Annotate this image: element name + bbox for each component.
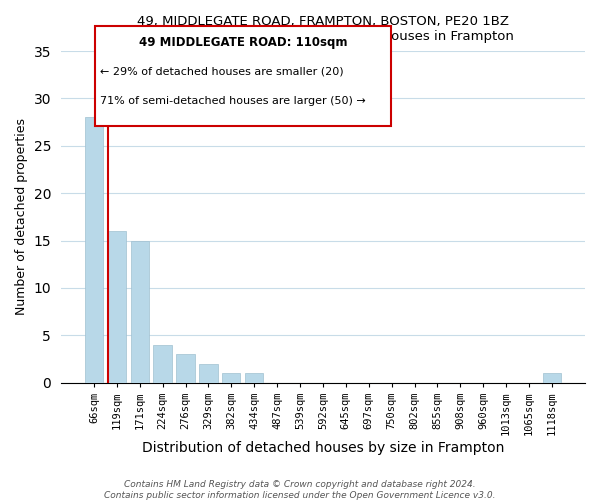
Bar: [245, 373, 263, 382]
Bar: [199, 364, 218, 382]
Bar: [543, 373, 561, 382]
Bar: [222, 373, 241, 382]
X-axis label: Distribution of detached houses by size in Frampton: Distribution of detached houses by size …: [142, 441, 504, 455]
Bar: [107, 231, 126, 382]
Text: 71% of semi-detached houses are larger (50) →: 71% of semi-detached houses are larger (…: [100, 96, 366, 106]
Bar: [131, 240, 149, 382]
Title: 49, MIDDLEGATE ROAD, FRAMPTON, BOSTON, PE20 1BZ
Size of property relative to det: 49, MIDDLEGATE ROAD, FRAMPTON, BOSTON, P…: [133, 15, 514, 43]
Bar: [85, 118, 103, 382]
Bar: [176, 354, 194, 382]
Text: Contains HM Land Registry data © Crown copyright and database right 2024.
Contai: Contains HM Land Registry data © Crown c…: [104, 480, 496, 500]
Y-axis label: Number of detached properties: Number of detached properties: [15, 118, 28, 316]
FancyBboxPatch shape: [95, 26, 391, 126]
Text: ← 29% of detached houses are smaller (20): ← 29% of detached houses are smaller (20…: [100, 66, 344, 76]
Bar: [154, 345, 172, 383]
Text: 49 MIDDLEGATE ROAD: 110sqm: 49 MIDDLEGATE ROAD: 110sqm: [139, 36, 347, 49]
